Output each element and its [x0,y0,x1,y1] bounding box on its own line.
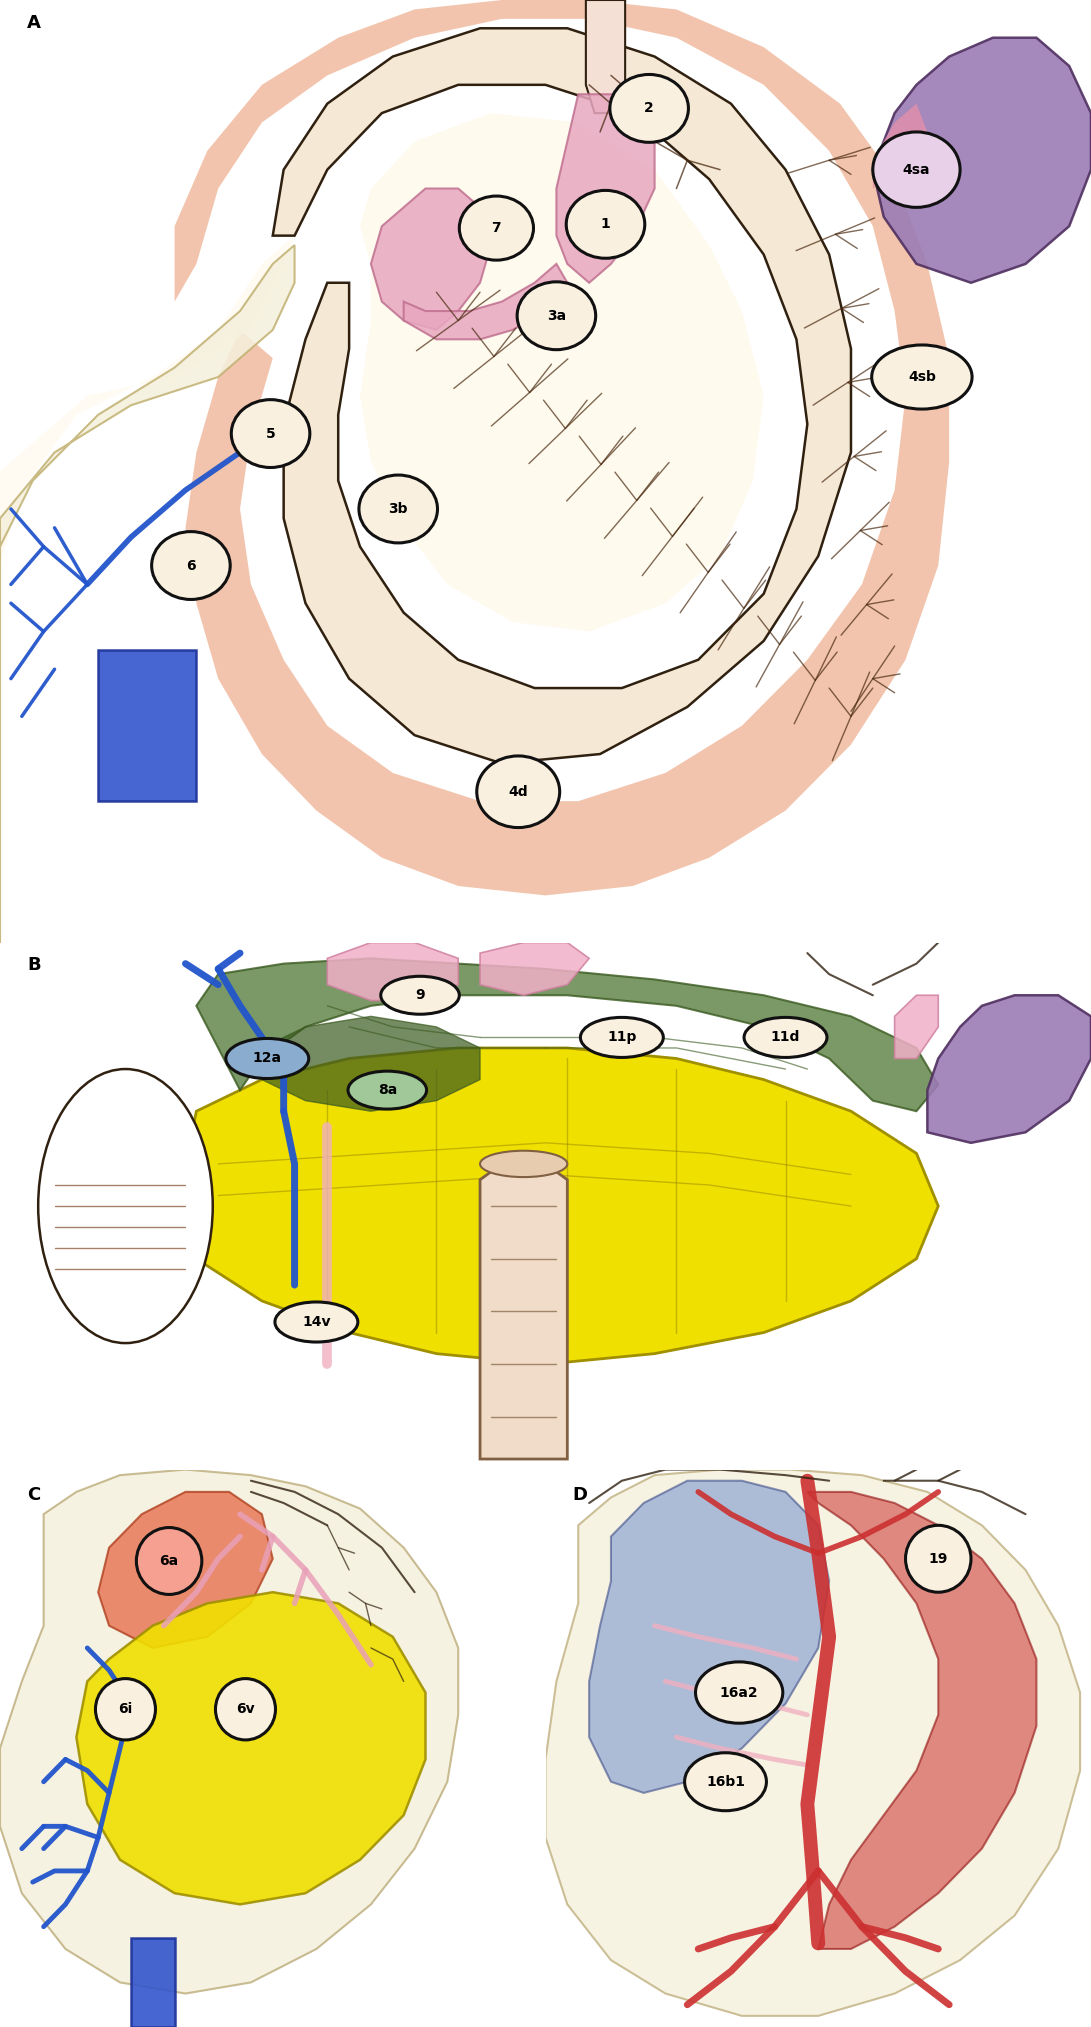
Ellipse shape [480,1151,567,1178]
Polygon shape [371,189,491,330]
Polygon shape [480,943,589,995]
Circle shape [580,1018,663,1058]
Circle shape [348,1070,427,1109]
Circle shape [517,282,596,351]
Text: 6i: 6i [118,1703,133,1717]
Polygon shape [556,93,655,282]
Text: 11d: 11d [771,1030,800,1044]
Text: 16b1: 16b1 [706,1776,745,1788]
Text: C: C [27,1486,40,1504]
Text: 2: 2 [645,101,654,116]
Text: 7: 7 [492,221,501,235]
Polygon shape [131,1938,175,2027]
Polygon shape [589,1480,829,1792]
Polygon shape [175,0,949,896]
Text: 4sb: 4sb [908,371,936,383]
Circle shape [744,1018,827,1058]
Text: B: B [27,955,40,973]
Text: 4d: 4d [508,784,528,799]
Polygon shape [273,28,851,764]
Text: 12a: 12a [253,1052,281,1066]
Polygon shape [76,1593,425,1905]
Text: 1: 1 [601,217,610,231]
Polygon shape [404,264,567,339]
Circle shape [459,197,533,259]
Polygon shape [895,995,938,1058]
Circle shape [216,1678,275,1739]
Polygon shape [262,1016,480,1111]
Polygon shape [360,114,764,632]
Text: D: D [573,1486,588,1504]
Polygon shape [175,1048,938,1364]
Polygon shape [98,651,196,801]
Polygon shape [927,995,1091,1143]
Text: 6a: 6a [159,1555,179,1569]
Circle shape [906,1524,971,1593]
Circle shape [226,1038,309,1078]
Polygon shape [586,0,625,114]
Polygon shape [327,943,458,1001]
Circle shape [610,75,688,142]
Circle shape [152,531,230,600]
Circle shape [873,132,960,207]
Circle shape [566,191,645,257]
Polygon shape [480,1153,567,1459]
Text: A: A [27,14,41,32]
Circle shape [359,474,437,543]
Circle shape [381,977,459,1014]
Ellipse shape [685,1753,766,1810]
Text: 3b: 3b [388,503,408,517]
Ellipse shape [696,1662,783,1723]
Text: 19: 19 [928,1553,948,1565]
Polygon shape [0,245,295,943]
Text: 14v: 14v [302,1316,331,1330]
Circle shape [275,1301,358,1342]
Polygon shape [0,235,295,943]
Text: 8a: 8a [377,1082,397,1097]
Polygon shape [873,103,927,189]
Polygon shape [196,959,938,1111]
Text: 4sa: 4sa [902,162,931,176]
Polygon shape [807,1492,1036,1950]
Text: 6v: 6v [236,1703,255,1717]
Circle shape [136,1528,202,1595]
Ellipse shape [872,345,972,409]
Circle shape [96,1678,156,1739]
Text: 16a2: 16a2 [720,1686,758,1699]
Text: 6: 6 [187,559,195,572]
Polygon shape [0,1470,458,1995]
Text: 3a: 3a [547,308,566,322]
Text: 9: 9 [416,989,424,1001]
Circle shape [231,399,310,468]
Text: 5: 5 [266,426,275,440]
Circle shape [477,756,560,827]
Text: 11p: 11p [608,1030,636,1044]
Polygon shape [98,1492,273,1648]
Polygon shape [546,1470,1080,2015]
Polygon shape [873,39,1091,282]
Ellipse shape [38,1068,213,1344]
